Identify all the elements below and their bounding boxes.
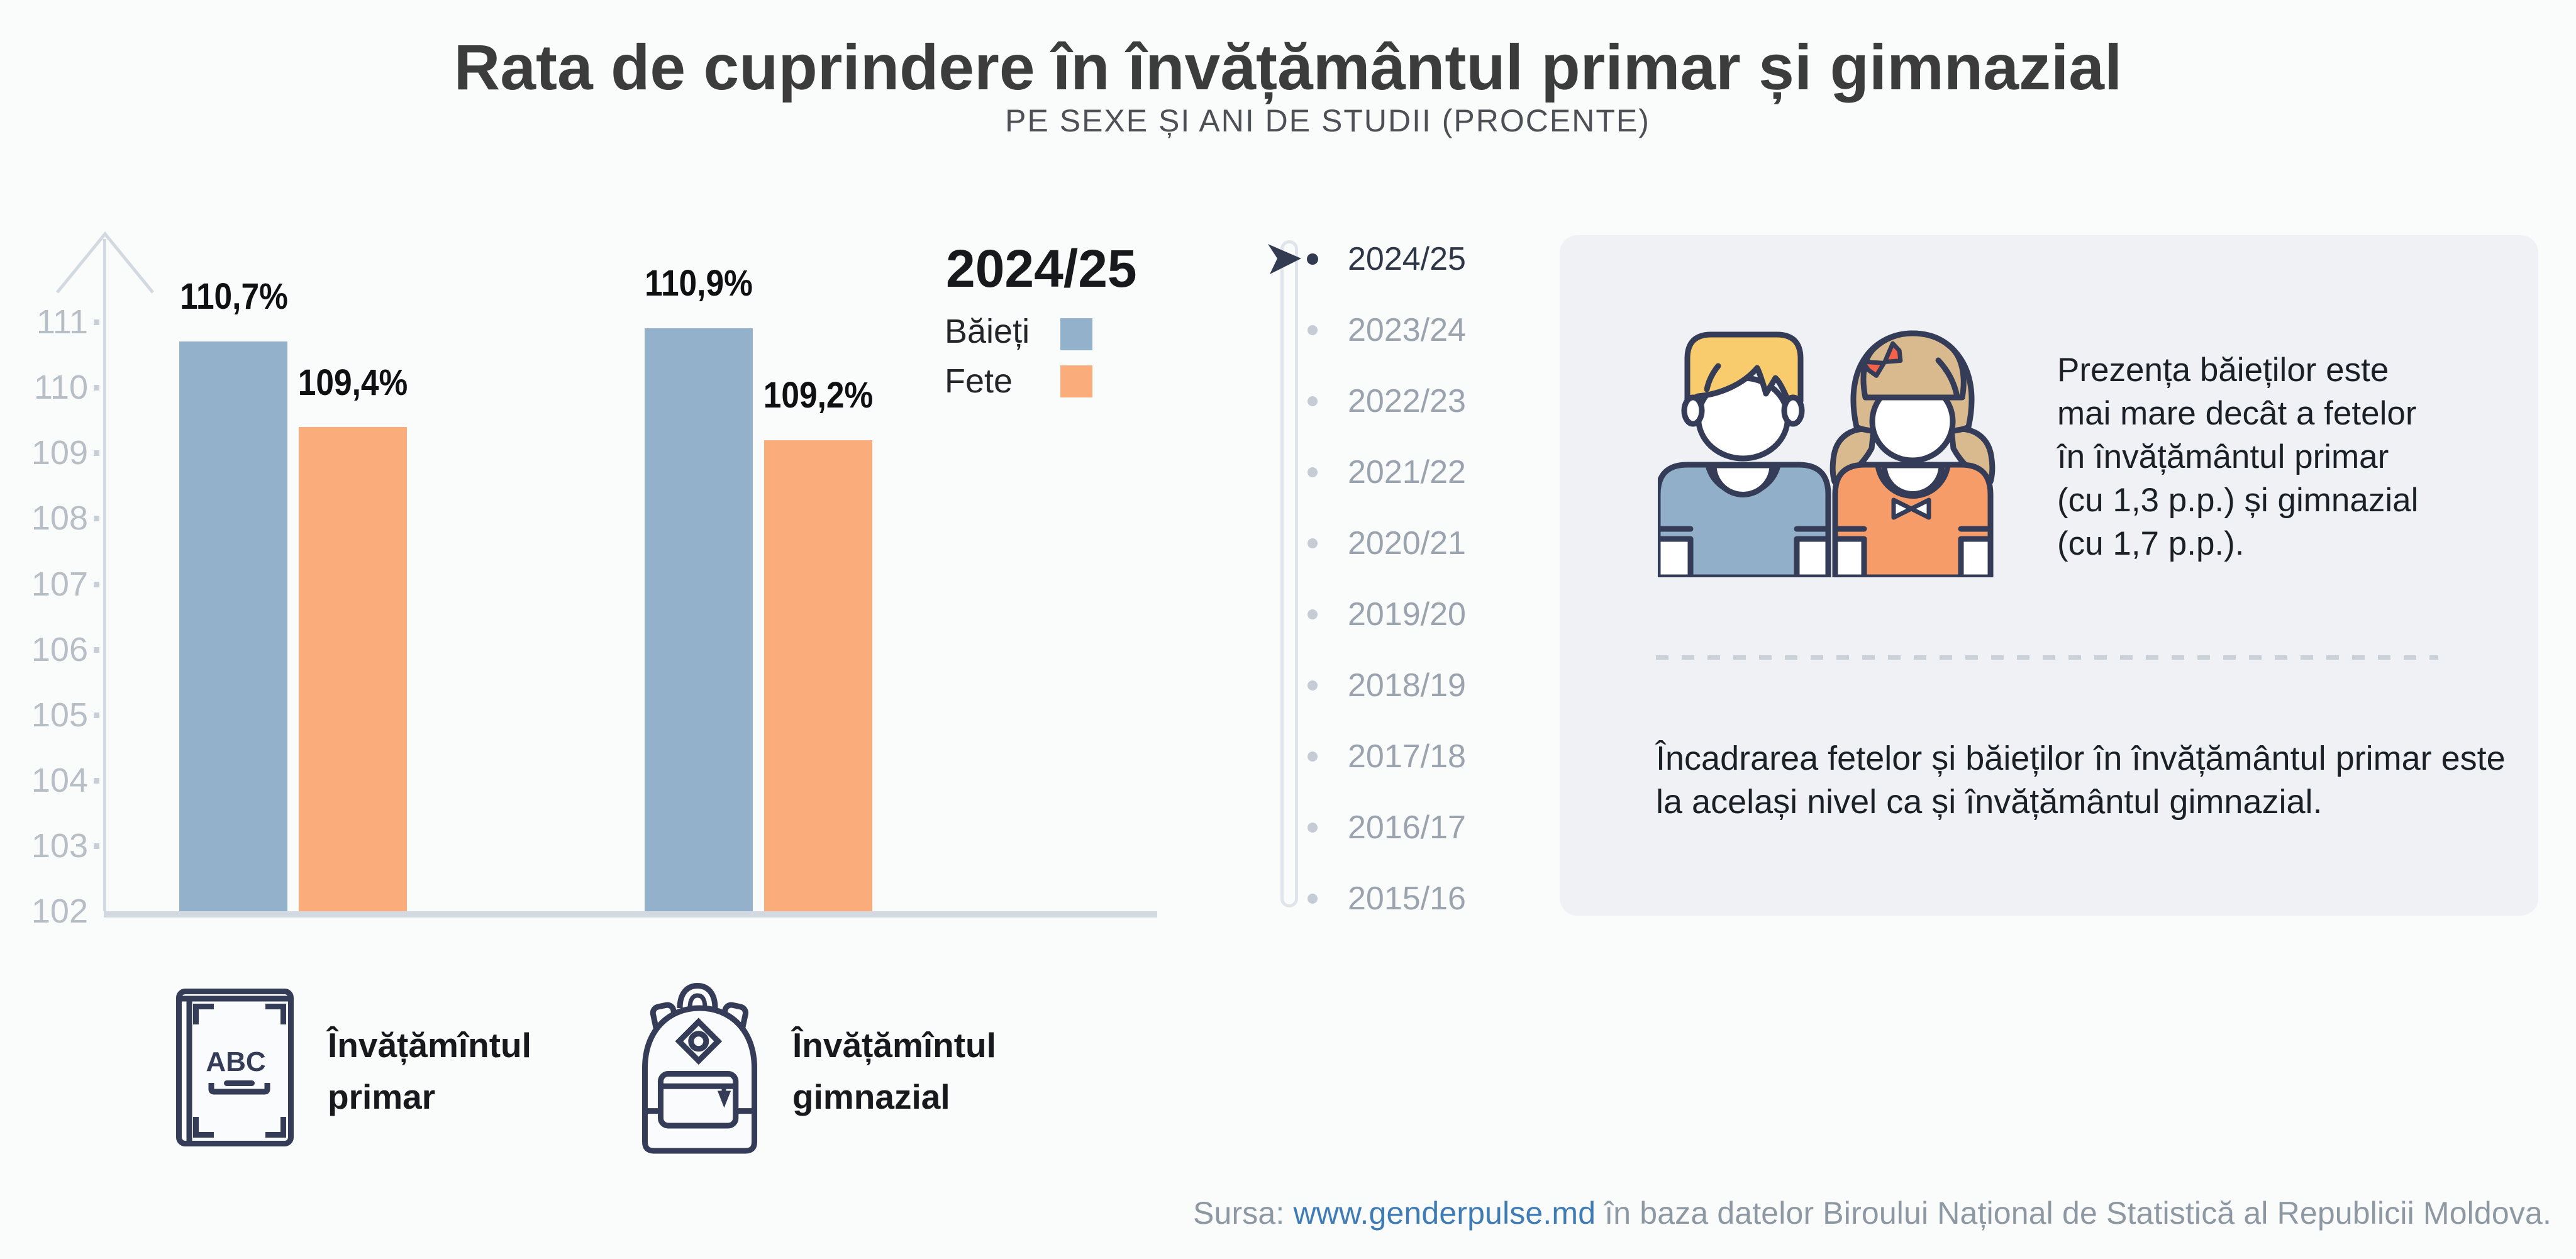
svg-text:ABC: ABC xyxy=(206,1046,265,1077)
